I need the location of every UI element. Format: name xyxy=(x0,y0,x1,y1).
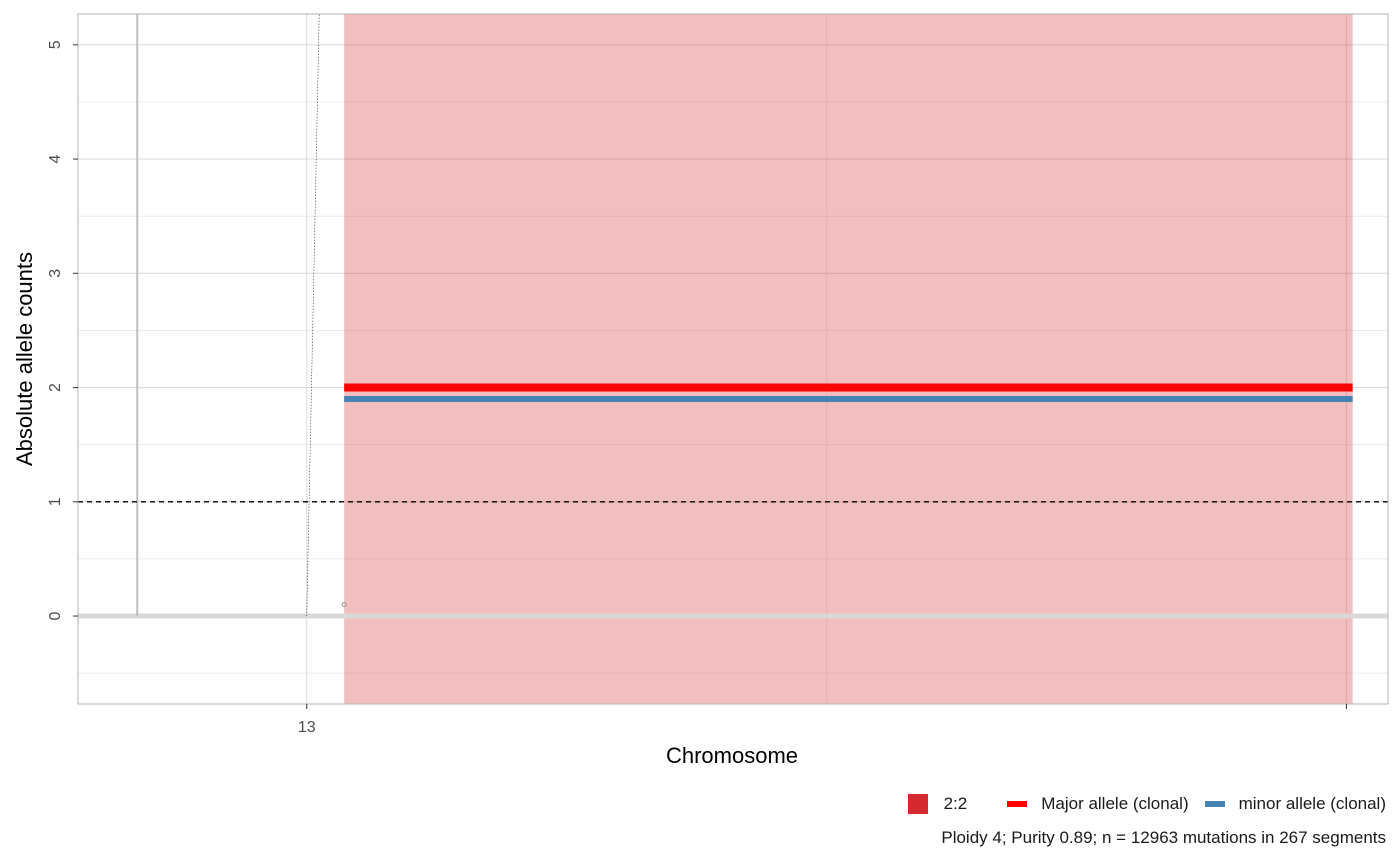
y-tick-label: 4 xyxy=(47,155,64,164)
annotation-layer xyxy=(78,13,1388,619)
connector-dotted xyxy=(306,13,320,617)
legend-swatch-minor xyxy=(1204,801,1225,807)
legend-label-segment: 2:2 xyxy=(943,794,968,813)
y-tick-label: 2 xyxy=(47,383,64,392)
legend-swatch-major xyxy=(1007,801,1028,807)
chart-caption: Ploidy 4; Purity 0.89; n = 12963 mutatio… xyxy=(941,828,1386,847)
y-axis-ticks: 0 1 2 3 4 5 xyxy=(47,40,78,620)
y-tick-label: 5 xyxy=(47,40,64,49)
x-tick-label: 13 xyxy=(298,719,316,736)
legend-item-major: Major allele (clonal) xyxy=(1007,794,1189,814)
legend-item-segment: 2:2 xyxy=(907,794,968,814)
legend: 2:2 Major allele (clonal) minor allele (… xyxy=(892,794,1386,814)
series-layer xyxy=(344,383,1353,402)
plot-panel-border xyxy=(77,13,1389,705)
y-axis-label: Absolute allele counts xyxy=(12,252,37,466)
y-tick-label: 0 xyxy=(47,611,64,620)
x-axis-label: Chromosome xyxy=(666,743,798,768)
mutation-point xyxy=(341,602,347,608)
segment-layer xyxy=(344,14,1353,704)
y-tick-label: 3 xyxy=(47,269,64,278)
legend-label-major: Major allele (clonal) xyxy=(1041,794,1189,813)
segment-2-2 xyxy=(344,14,1353,704)
legend-item-minor: minor allele (clonal) xyxy=(1204,794,1386,814)
legend-swatch-segment xyxy=(907,794,928,814)
x-axis-ticks: 13 xyxy=(298,704,1347,736)
legend-label-minor: minor allele (clonal) xyxy=(1238,794,1386,813)
grid-minor xyxy=(78,14,1388,704)
y-tick-label: 1 xyxy=(47,497,64,506)
